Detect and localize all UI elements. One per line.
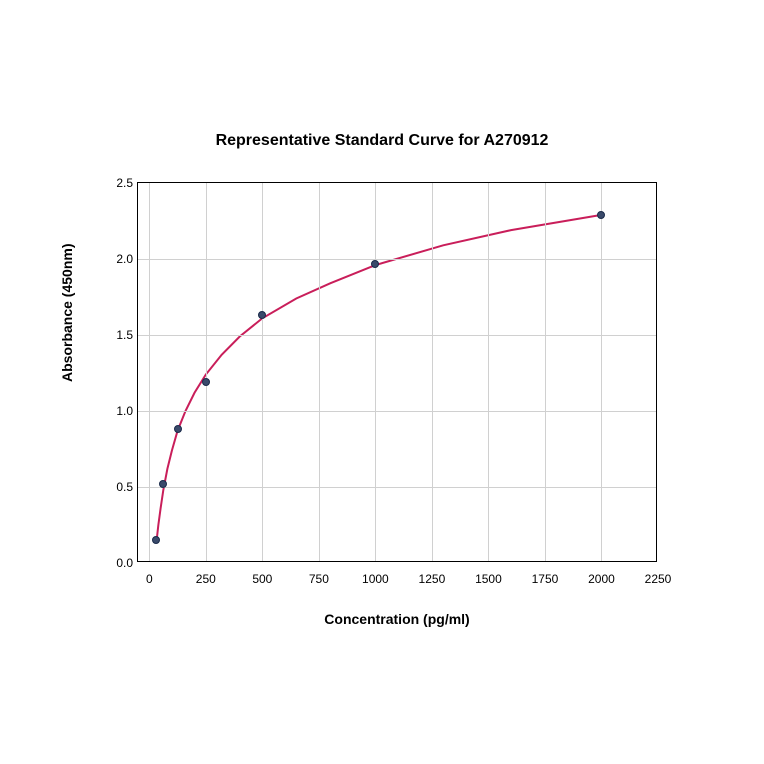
y-tick-label: 0.0 [98,556,133,570]
data-point [174,425,182,433]
x-tick-label: 2250 [645,572,672,586]
x-tick-label: 0 [146,572,153,586]
y-tick-label: 0.5 [98,480,133,494]
fitted-curve [138,183,656,561]
grid-line-horizontal [138,335,656,336]
grid-line-vertical [375,183,376,561]
grid-line-horizontal [138,411,656,412]
y-axis-label: Absorbance (450nm) [59,244,75,382]
grid-line-vertical [432,183,433,561]
grid-line-vertical [206,183,207,561]
data-point [159,480,167,488]
x-tick-label: 1750 [532,572,559,586]
y-tick-label: 2.0 [98,252,133,266]
grid-line-vertical [545,183,546,561]
grid-line-vertical [319,183,320,561]
data-point [597,211,605,219]
y-tick-label: 1.0 [98,404,133,418]
data-point [152,536,160,544]
x-tick-label: 2000 [588,572,615,586]
chart-container: Representative Standard Curve for A27091… [57,132,707,632]
x-tick-label: 750 [309,572,329,586]
data-point [258,311,266,319]
x-axis-label: Concentration (pg/ml) [137,611,657,627]
data-point [371,260,379,268]
grid-line-horizontal [138,487,656,488]
x-tick-label: 500 [252,572,272,586]
grid-line-vertical [262,183,263,561]
grid-line-vertical [488,183,489,561]
data-point [202,378,210,386]
x-tick-label: 250 [196,572,216,586]
x-tick-label: 1000 [362,572,389,586]
y-tick-label: 1.5 [98,328,133,342]
chart-title: Representative Standard Curve for A27091… [57,132,707,150]
y-tick-label: 2.5 [98,176,133,190]
plot-area: 0.00.51.01.52.02.50250500750100012501500… [137,182,657,562]
grid-line-vertical [601,183,602,561]
x-tick-label: 1250 [419,572,446,586]
grid-line-horizontal [138,259,656,260]
grid-line-vertical [149,183,150,561]
x-tick-label: 1500 [475,572,502,586]
